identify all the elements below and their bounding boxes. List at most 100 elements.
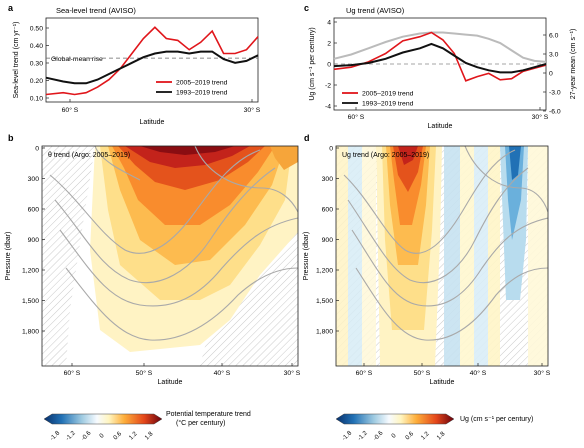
- colorbar-tick-label: 1.2: [128, 430, 139, 441]
- y-tick-label-right: -3.0: [549, 89, 561, 96]
- panel-a-y-ticks: 0.50 0.40 0.30 0.20 0.10: [30, 25, 49, 102]
- legend-c-black-label: 1993–2019 trend: [362, 101, 414, 108]
- colorbar-right: -1.8 -1.2 -0.6 0 0.6 1.2 1.8 Ug (cm s⁻¹ per ce…: [335, 413, 533, 442]
- y-tick-label: 0.40: [30, 43, 43, 50]
- panel-c-y-label-right: 27-year mean (cm s⁻¹): [570, 29, 577, 100]
- y-tick-label: 900: [322, 237, 334, 244]
- panel-b-y-label: Pressure (dbar): [5, 232, 12, 281]
- panel-a: a Sea-level trend (AVISO) 0.500.400.300.…: [8, 3, 261, 126]
- colorbar-tick-label: 0: [390, 432, 398, 440]
- x-tick-label: 60° S: [62, 106, 79, 114]
- x-tick-label: 40° S: [470, 369, 487, 377]
- colorbar-tick-label: -0.6: [372, 429, 385, 442]
- y-tick-label: 0.20: [30, 78, 43, 85]
- colorbar-left-ticks: -1.8 -1.2 -0.6 0 0.6 1.2 1.8: [49, 429, 155, 442]
- y-tick-label: 4: [327, 19, 331, 26]
- y-tick-label: 0.10: [30, 95, 43, 102]
- x-tick-label: 30° S: [532, 113, 549, 121]
- y-tick-label: 600: [28, 206, 40, 213]
- x-tick-label: 40° S: [214, 369, 231, 377]
- legend-a-red-label: 2005–2019 trend: [176, 80, 228, 87]
- y-tick-label: 1,200: [22, 267, 39, 274]
- series-line-27-year-mean: [333, 31, 547, 63]
- colorbar-left-label-1: Potential temperature trend: [166, 411, 251, 418]
- colorbar-left: -1.8 -1.2 -0.6 0 0.6 1.2 1.8 Potential tempera…: [43, 411, 251, 442]
- y-tick-label: 0: [329, 145, 333, 152]
- panel-a-frame: [45, 17, 259, 103]
- panel-a-title: Sea-level trend (AVISO): [56, 6, 136, 15]
- x-tick-label: 30° S: [534, 369, 551, 377]
- colorbar-tick-label: -0.6: [80, 429, 93, 442]
- panel-d-letter: d: [304, 133, 310, 143]
- colorbar-tick-label: -1.8: [341, 429, 354, 442]
- y-tick-label: 300: [28, 176, 40, 183]
- colorbar-right-ticks: -1.8 -1.2 -0.6 0 0.6 1.2 1.8: [341, 429, 447, 442]
- x-tick-label: 60° S: [348, 113, 365, 121]
- panel-c-letter: c: [304, 3, 309, 13]
- colorbar-left-label-2: (°C per century): [176, 419, 225, 427]
- y-tick-label-right: 3.0: [549, 51, 559, 58]
- panel-c-y-label: Ug (cm s⁻¹ per century): [309, 27, 316, 100]
- panel-d-x-label: Latitude: [430, 379, 455, 386]
- x-tick-label: 50° S: [414, 369, 431, 377]
- colorbar-tick-label: -1.8: [49, 429, 62, 442]
- panel-d-frame: [335, 145, 549, 367]
- panel-d-y-label: Pressure (dbar): [303, 232, 310, 281]
- panel-d-y-ticks: 0 300 600 900 1,200 1,500 1,800: [316, 145, 339, 335]
- colorbar-tick-label: 1.2: [420, 430, 431, 441]
- legend-a-black-label: 1993–2019 trend: [176, 90, 228, 97]
- panel-a-x-label: Latitude: [140, 119, 165, 126]
- y-tick-label: 2: [327, 40, 331, 47]
- y-tick-label: 1,200: [316, 267, 333, 274]
- isopycnal-contours-d: [343, 146, 548, 341]
- global-mean-annotation: Global-mean rise: [51, 56, 103, 63]
- x-tick-label: 30° S: [284, 369, 301, 377]
- panel-c-y-ticks: 4 2 0 -2 -4: [325, 19, 337, 110]
- theta-field: [42, 146, 298, 366]
- panel-b-title: θ trend (Argo: 2005–2019): [48, 152, 130, 159]
- isopycnal-contours: [49, 146, 298, 341]
- panel-c-lines: [333, 31, 547, 82]
- panel-b-frame: [41, 145, 299, 367]
- series-line-1993-2019-trend: [45, 50, 259, 85]
- y-tick-label-right: 6.0: [549, 32, 559, 39]
- y-tick-label: -4: [325, 103, 331, 110]
- y-tick-label: 0.30: [30, 60, 43, 67]
- y-tick-label: -2: [325, 82, 331, 89]
- panel-a-x-ticks: 60° S 30° S: [62, 99, 261, 114]
- colorbar-tick-label: 0.6: [404, 430, 415, 441]
- colorbar-tick-label: 0.6: [112, 430, 123, 441]
- y-tick-label: 0: [35, 145, 39, 152]
- panel-c-y-ticks-right: 6.0 3.0 0 -3.0 -6.0: [543, 32, 561, 115]
- y-tick-label: 1,500: [316, 298, 333, 305]
- y-tick-label: 1,500: [22, 298, 39, 305]
- y-tick-label: 1,800: [316, 328, 333, 335]
- y-tick-label: 1,800: [22, 328, 39, 335]
- panel-b-y-ticks: 0 300 600 900 1,200 1,500 1,800: [22, 145, 45, 335]
- x-tick-label: 60° S: [64, 369, 81, 377]
- panel-a-letter: a: [8, 3, 14, 13]
- panel-c: c Ug trend (AVISO) 4 2 0 -2 -4 6.0 3.0 0 -3.0 -6…: [304, 3, 577, 130]
- colorbar-tick-label: 1.8: [143, 430, 154, 441]
- y-tick-label-right: -6.0: [549, 108, 561, 115]
- x-tick-label: 60° S: [356, 369, 373, 377]
- colorbar-right-label: Ug (cm s⁻¹ per century): [460, 416, 533, 423]
- series-line-2005-2019-trend: [45, 26, 259, 96]
- y-tick-label: 0.50: [30, 25, 43, 32]
- y-tick-label: 300: [322, 176, 334, 183]
- ug-field: [336, 146, 548, 366]
- panel-a-lines: [45, 26, 259, 96]
- panel-a-y-label: Sea-level trend (cm yr⁻¹): [13, 22, 20, 99]
- x-tick-label: 50° S: [136, 369, 153, 377]
- panel-b-letter: b: [8, 133, 14, 143]
- panel-c-title: Ug trend (AVISO): [346, 6, 405, 15]
- y-tick-label: 0: [327, 61, 331, 68]
- series-line-2005-2019-trend: [333, 31, 547, 82]
- y-tick-label-right: 0: [549, 70, 553, 77]
- legend-c-red-label: 2005–2019 trend: [362, 91, 414, 98]
- panel-c-x-label: Latitude: [428, 123, 453, 130]
- panel-d-title: Ug trend (Argo: 2005–2019): [342, 152, 429, 159]
- colorbar-tick-label: 1.8: [435, 430, 446, 441]
- colorbar-tick-label: 0: [98, 432, 106, 440]
